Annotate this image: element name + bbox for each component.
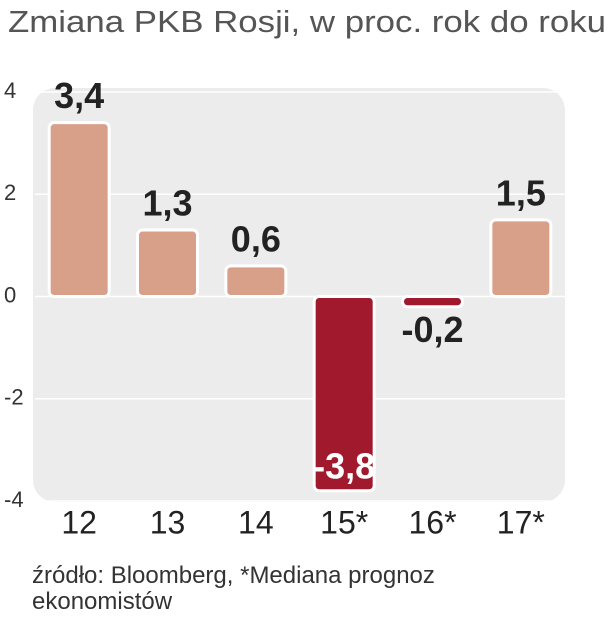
value-label: 1,5 xyxy=(496,172,546,213)
value-label: 1,3 xyxy=(142,183,192,224)
y-tick-label: 4 xyxy=(4,78,16,103)
x-tick-label: 14 xyxy=(238,504,274,540)
x-tick-label: 17* xyxy=(497,504,545,540)
plot-background xyxy=(33,88,565,502)
bar xyxy=(401,295,464,309)
y-tick-label: -4 xyxy=(4,487,24,512)
value-label: 3,4 xyxy=(54,75,104,116)
y-tick-label: 2 xyxy=(4,180,16,205)
source-note: źródło: Bloomberg, *Mediana prognoz ekon… xyxy=(32,562,435,615)
x-tick-label: 12 xyxy=(61,504,97,540)
bar xyxy=(312,295,376,493)
x-tick-label: 16* xyxy=(408,504,456,540)
y-tick-label: 0 xyxy=(4,282,16,307)
bar xyxy=(136,228,199,299)
bar xyxy=(224,264,288,299)
value-label: -3,8 xyxy=(313,445,375,486)
x-tick-label: 13 xyxy=(150,504,186,540)
y-tick-label: -2 xyxy=(4,385,24,410)
value-label: 0,6 xyxy=(231,218,281,259)
chart-title: Zmiana PKB Rosji, w proc. rok do roku xyxy=(8,4,606,39)
chart: Zmiana PKB Rosji, w proc. rok do roku -4… xyxy=(4,4,606,540)
value-label: -0,2 xyxy=(401,309,463,350)
bar xyxy=(489,218,553,298)
x-tick-label: 15* xyxy=(320,504,368,540)
bar xyxy=(47,121,111,298)
